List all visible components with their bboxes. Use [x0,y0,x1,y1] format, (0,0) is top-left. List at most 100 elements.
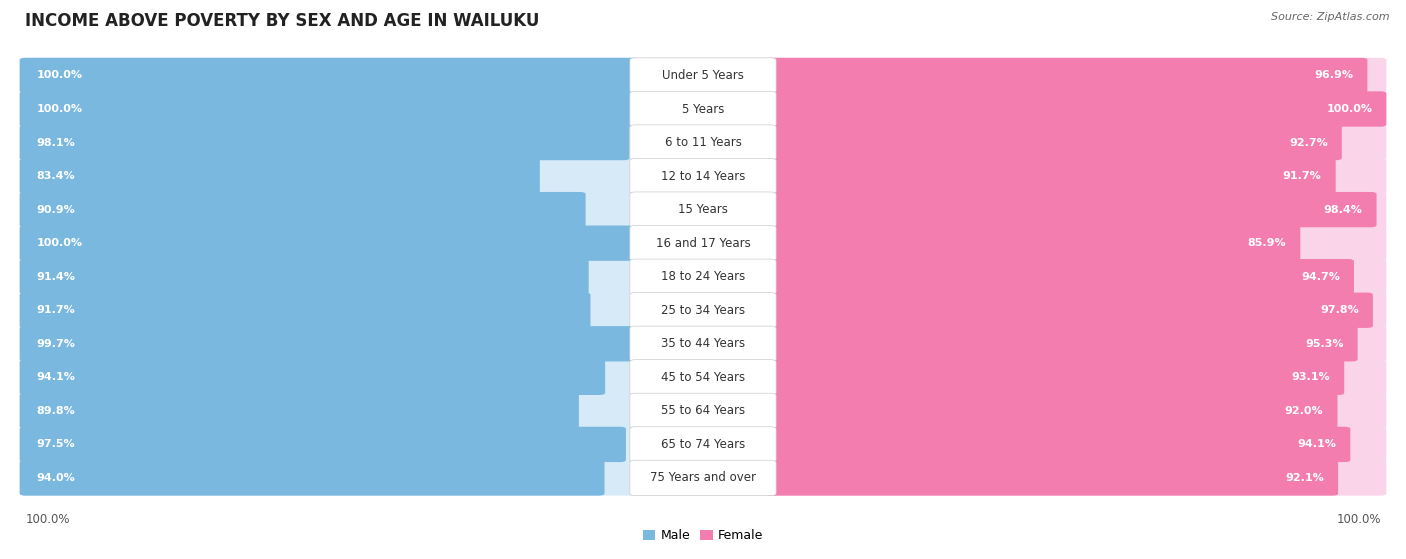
Text: 95.3%: 95.3% [1305,339,1344,349]
Text: 35 to 44 Years: 35 to 44 Years [661,337,745,350]
Text: 99.7%: 99.7% [37,339,76,349]
Text: 25 to 34 Years: 25 to 34 Years [661,304,745,317]
FancyBboxPatch shape [765,427,1386,462]
FancyBboxPatch shape [765,225,1386,261]
FancyBboxPatch shape [765,292,1372,328]
Text: 18 to 24 Years: 18 to 24 Years [661,270,745,283]
Text: 92.1%: 92.1% [1285,473,1324,483]
Text: 93.1%: 93.1% [1292,372,1330,382]
FancyBboxPatch shape [630,292,776,328]
FancyBboxPatch shape [630,326,776,362]
FancyBboxPatch shape [20,460,641,496]
Text: 92.0%: 92.0% [1285,406,1323,416]
Text: 97.8%: 97.8% [1320,305,1358,315]
FancyBboxPatch shape [630,125,776,160]
FancyBboxPatch shape [630,359,776,395]
FancyBboxPatch shape [630,259,776,295]
FancyBboxPatch shape [20,460,605,496]
Text: 15 Years: 15 Years [678,203,728,216]
Text: 12 to 14 Years: 12 to 14 Years [661,169,745,183]
FancyBboxPatch shape [20,91,641,127]
FancyBboxPatch shape [765,393,1386,429]
FancyBboxPatch shape [765,292,1386,328]
FancyBboxPatch shape [630,91,776,127]
FancyBboxPatch shape [20,292,591,328]
Text: 83.4%: 83.4% [37,171,75,181]
Text: 98.1%: 98.1% [37,138,76,148]
Legend: Male, Female: Male, Female [638,524,768,547]
FancyBboxPatch shape [765,359,1344,395]
Text: 91.7%: 91.7% [1282,171,1322,181]
FancyBboxPatch shape [765,359,1386,395]
Text: 100.0%: 100.0% [37,104,83,114]
Text: 6 to 11 Years: 6 to 11 Years [665,136,741,149]
FancyBboxPatch shape [765,125,1386,160]
Text: 75 Years and over: 75 Years and over [650,471,756,485]
Text: INCOME ABOVE POVERTY BY SEX AND AGE IN WAILUKU: INCOME ABOVE POVERTY BY SEX AND AGE IN W… [25,12,540,30]
FancyBboxPatch shape [765,460,1339,496]
Text: 91.4%: 91.4% [37,272,76,282]
FancyBboxPatch shape [765,225,1301,261]
Text: 65 to 74 Years: 65 to 74 Years [661,438,745,451]
FancyBboxPatch shape [630,58,776,93]
FancyBboxPatch shape [765,460,1386,496]
FancyBboxPatch shape [765,158,1386,194]
FancyBboxPatch shape [20,225,641,261]
FancyBboxPatch shape [20,91,641,127]
FancyBboxPatch shape [765,393,1337,429]
Text: 100.0%: 100.0% [37,70,83,80]
FancyBboxPatch shape [20,225,641,261]
FancyBboxPatch shape [20,326,640,362]
FancyBboxPatch shape [765,91,1386,127]
Text: 94.1%: 94.1% [37,372,76,382]
Text: 98.4%: 98.4% [1323,205,1362,215]
FancyBboxPatch shape [765,259,1354,295]
FancyBboxPatch shape [765,259,1386,295]
FancyBboxPatch shape [20,158,641,194]
FancyBboxPatch shape [765,326,1358,362]
Text: 91.7%: 91.7% [37,305,76,315]
FancyBboxPatch shape [630,393,776,429]
FancyBboxPatch shape [20,326,641,362]
FancyBboxPatch shape [20,192,586,228]
Text: 55 to 64 Years: 55 to 64 Years [661,404,745,418]
Text: 100.0%: 100.0% [25,513,70,527]
FancyBboxPatch shape [765,427,1350,462]
Text: 85.9%: 85.9% [1247,238,1286,248]
FancyBboxPatch shape [765,91,1386,127]
Text: 96.9%: 96.9% [1315,70,1354,80]
FancyBboxPatch shape [630,192,776,228]
FancyBboxPatch shape [20,259,641,295]
FancyBboxPatch shape [20,259,589,295]
Text: Under 5 Years: Under 5 Years [662,69,744,82]
FancyBboxPatch shape [20,158,540,194]
FancyBboxPatch shape [20,292,641,328]
FancyBboxPatch shape [765,192,1376,228]
Text: 89.8%: 89.8% [37,406,76,416]
FancyBboxPatch shape [20,58,641,93]
FancyBboxPatch shape [20,427,641,462]
FancyBboxPatch shape [20,125,641,160]
Text: 16 and 17 Years: 16 and 17 Years [655,236,751,250]
Text: Source: ZipAtlas.com: Source: ZipAtlas.com [1271,12,1389,22]
FancyBboxPatch shape [630,427,776,462]
FancyBboxPatch shape [765,158,1336,194]
Text: 45 to 54 Years: 45 to 54 Years [661,371,745,384]
FancyBboxPatch shape [20,359,641,395]
FancyBboxPatch shape [20,393,641,429]
FancyBboxPatch shape [765,326,1386,362]
Text: 100.0%: 100.0% [1326,104,1372,114]
Text: 5 Years: 5 Years [682,102,724,116]
FancyBboxPatch shape [20,192,641,228]
FancyBboxPatch shape [765,58,1368,93]
FancyBboxPatch shape [630,460,776,496]
FancyBboxPatch shape [765,192,1386,228]
Text: 100.0%: 100.0% [1336,513,1381,527]
FancyBboxPatch shape [765,58,1386,93]
FancyBboxPatch shape [20,393,579,429]
Text: 94.7%: 94.7% [1301,272,1340,282]
Text: 94.0%: 94.0% [37,473,76,483]
FancyBboxPatch shape [630,158,776,194]
Text: 90.9%: 90.9% [37,205,76,215]
Text: 94.1%: 94.1% [1298,439,1336,449]
